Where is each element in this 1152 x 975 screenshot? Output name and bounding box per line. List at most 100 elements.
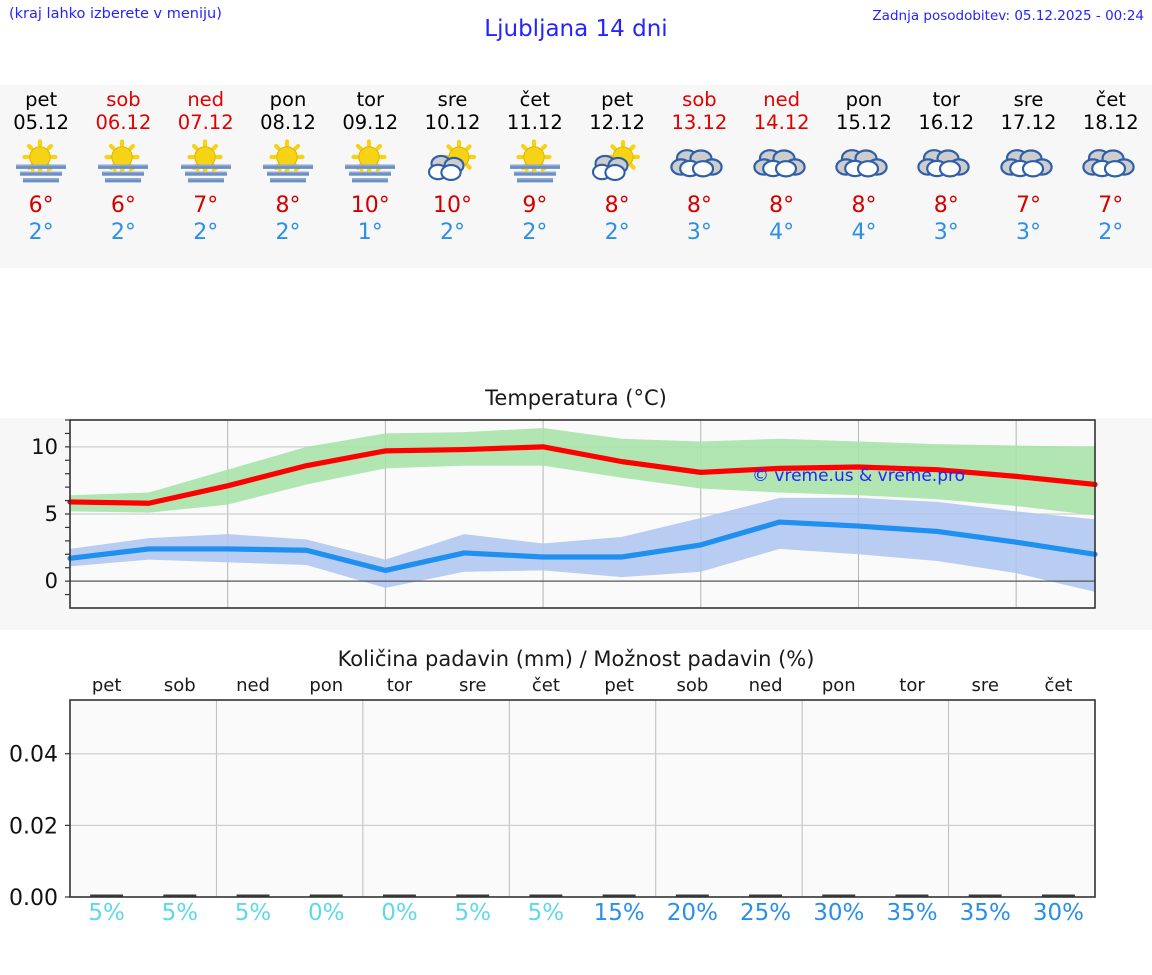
day-of-week-label: čet [519, 88, 551, 111]
sun-fog-icon [92, 137, 154, 185]
precipitation-day-label: sob [163, 675, 196, 696]
day-max-temp: 8° [604, 193, 630, 218]
day-column[interactable]: sre 10.12 10° 2° [411, 85, 493, 268]
precipitation-day-label: čet [1044, 675, 1073, 696]
precipitation-day-label: sre [971, 675, 999, 696]
precipitation-day-label: sob [676, 675, 709, 696]
day-max-temp: 8° [769, 193, 795, 218]
precipitation-probability-label: 30% [813, 900, 865, 926]
day-min-temp: 2° [110, 220, 136, 245]
svg-text:0: 0 [45, 569, 58, 593]
sun-cloud-icon [586, 137, 648, 185]
day-date-label: 18.12 [1082, 111, 1139, 134]
day-date-label: 12.12 [589, 111, 646, 134]
precipitation-probability-label: 0% [308, 900, 345, 926]
day-of-week-label: sre [1013, 88, 1044, 111]
day-of-week-label: pet [601, 88, 634, 111]
day-column[interactable]: pon 15.12 8° 4° [823, 85, 905, 268]
temperature-chart-section: Temperatura (°C) 0 5 10 [0, 380, 1152, 630]
precipitation-probability-label: 20% [666, 900, 718, 926]
precipitation-probability-label: 5% [527, 900, 565, 926]
day-min-temp: 2° [28, 220, 54, 245]
day-of-week-label: čet [1095, 88, 1126, 111]
precipitation-probability-row: 5% 5% 5% 0% 0% 5% 5% 15% 20% 25% 30% 35% 35% 30% [70, 900, 1095, 936]
menu-hint-link[interactable]: (kraj lahko izberete v meniju) [9, 6, 222, 22]
day-column[interactable]: pon 08.12 8° 2° [247, 85, 329, 268]
day-column[interactable]: pet 12.12 8° 2° [576, 85, 658, 268]
day-of-week-label: sre [437, 88, 468, 111]
day-max-temp: 10° [433, 193, 473, 218]
sun-fog-icon [339, 137, 401, 185]
precipitation-chart-section: Količina padavin (mm) / Možnost padavin … [0, 640, 1152, 975]
day-date-label: 09.12 [342, 111, 399, 134]
precipitation-chart-title: Količina padavin (mm) / Možnost padavin … [337, 647, 815, 671]
day-min-temp: 2° [1098, 220, 1124, 245]
svg-text:5: 5 [45, 502, 58, 526]
day-column[interactable]: tor 16.12 8° 3° [905, 85, 987, 268]
overcast-icon [668, 137, 730, 185]
precipitation-day-label: tor [386, 675, 413, 696]
day-date-label: 10.12 [424, 111, 481, 134]
precipitation-day-label: pon [821, 675, 856, 696]
day-date-label: 16.12 [918, 111, 975, 134]
day-min-temp: 3° [1016, 220, 1042, 245]
precipitation-probability-label: 5% [161, 900, 199, 926]
precipitation-probability-label: 5% [454, 900, 491, 926]
svg-text:0.02: 0.02 [9, 814, 58, 839]
day-column[interactable]: sob 06.12 6° 2° [82, 85, 164, 268]
precipitation-day-label: sre [458, 675, 487, 696]
day-max-temp: 7° [1098, 193, 1124, 218]
day-of-week-label: ned [763, 88, 801, 111]
svg-text:0.00: 0.00 [9, 886, 58, 911]
day-column[interactable]: čet 11.12 9° 2° [494, 85, 576, 268]
day-max-temp: 8° [851, 193, 877, 218]
day-min-temp: 2° [440, 220, 466, 245]
day-column[interactable]: tor 09.12 10° 1° [329, 85, 411, 268]
svg-text:10: 10 [31, 435, 58, 459]
svg-text:0.04: 0.04 [9, 743, 58, 768]
top-bar: (kraj lahko izberete v meniju) Ljubljana… [0, 0, 1152, 85]
sun-fog-icon [175, 137, 237, 185]
day-of-week-label: ned [187, 88, 225, 111]
day-column[interactable]: ned 14.12 8° 4° [741, 85, 823, 268]
day-column[interactable]: sob 13.12 8° 3° [658, 85, 740, 268]
day-max-temp: 8° [686, 193, 712, 218]
overcast-icon [751, 137, 813, 185]
precipitation-probability-label: 25% [740, 900, 792, 926]
day-of-week-label: sob [682, 88, 717, 111]
day-max-temp: 10° [350, 193, 390, 218]
precipitation-day-label: pon [309, 675, 344, 696]
precipitation-day-label: pet [604, 675, 634, 696]
day-of-week-label: pet [25, 88, 58, 111]
day-min-temp: 3° [686, 220, 712, 245]
precipitation-probability-label: 30% [1032, 900, 1085, 926]
precipitation-day-labels: pet sob ned pon tor sre čet pet sob ned pon tor sre č… [70, 675, 1095, 699]
day-min-temp: 2° [193, 220, 219, 245]
day-date-label: 08.12 [260, 111, 316, 134]
day-date-label: 13.12 [671, 111, 728, 134]
day-min-temp: 2° [522, 220, 548, 245]
day-min-temp: 4° [769, 220, 795, 245]
page-title: Ljubljana 14 dni [484, 16, 668, 42]
overcast-icon [998, 137, 1060, 185]
day-min-temp: 1° [357, 220, 383, 245]
temperature-chart-title: Temperatura (°C) [485, 386, 667, 410]
precipitation-day-label: pet [91, 675, 122, 696]
day-of-week-label: pon [845, 88, 883, 111]
precipitation-chart-plot: 0.00 0.02 0.04 [9, 699, 1096, 911]
overcast-icon [1080, 137, 1142, 185]
day-column[interactable]: pet 05.12 6° 2° [0, 85, 82, 268]
day-of-week-label: tor [356, 88, 385, 111]
day-column[interactable]: sre 17.12 7° 3° [987, 85, 1069, 268]
day-date-label: 11.12 [506, 111, 563, 134]
day-min-temp: 2° [604, 220, 630, 245]
day-max-temp: 7° [193, 193, 219, 218]
watermark-credit: © vreme.us & vreme.pro [752, 466, 966, 486]
day-max-temp: 6° [110, 193, 136, 218]
day-column[interactable]: ned 07.12 7° 2° [165, 85, 247, 268]
day-date-label: 14.12 [753, 111, 810, 134]
precipitation-day-label: ned [236, 675, 270, 696]
precipitation-probability-label: 5% [234, 900, 272, 926]
day-column[interactable]: čet 18.12 7° 2° [1070, 85, 1152, 268]
